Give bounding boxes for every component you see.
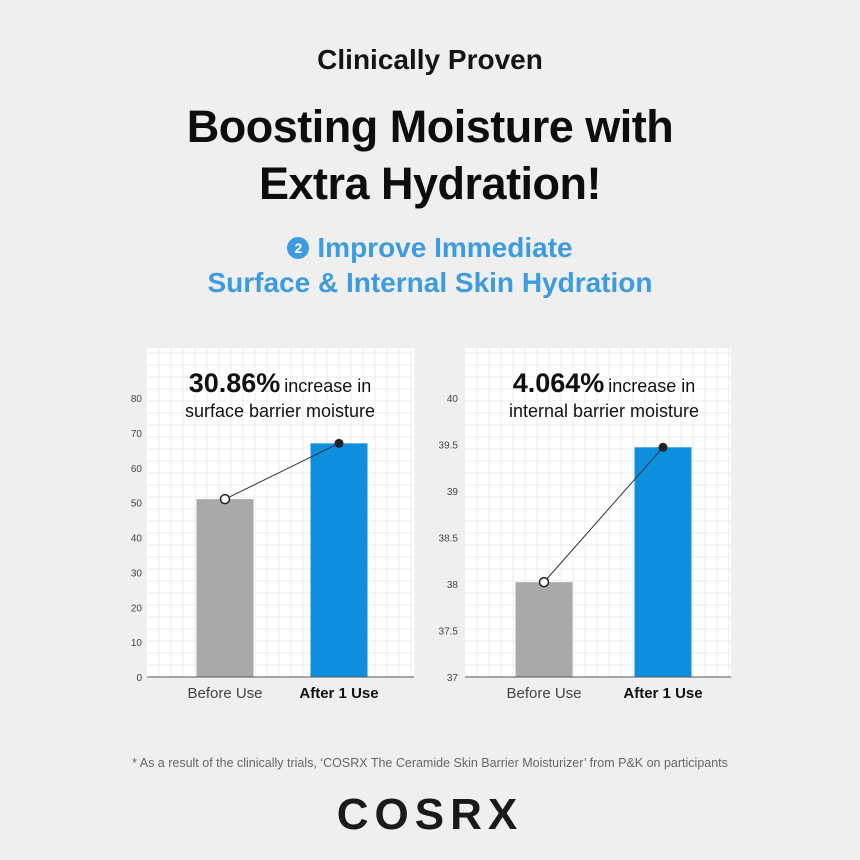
- point-after: [658, 442, 668, 452]
- point-after: [334, 438, 344, 448]
- subhead: 2 Improve Immediate Surface & Internal Sk…: [0, 230, 860, 300]
- y-tick-label: 30: [131, 568, 143, 579]
- y-tick-label: 10: [131, 638, 143, 649]
- y-tick-label: 80: [131, 394, 143, 405]
- y-tick-label: 40: [131, 534, 143, 545]
- chart-panel: [147, 348, 414, 677]
- y-tick-label: 39: [447, 487, 459, 498]
- callout-line-1: 4.064% increase in: [513, 368, 696, 398]
- y-tick-label: 20: [131, 603, 143, 614]
- category-label: After 1 Use: [299, 685, 378, 702]
- subhead-line-2: Surface & Internal Skin Hydration: [207, 267, 653, 298]
- eyebrow-title: Clinically Proven: [317, 44, 543, 75]
- y-tick-label: 50: [131, 499, 143, 510]
- y-tick-label: 37: [447, 673, 459, 684]
- category-label: Before Use: [187, 685, 262, 702]
- y-tick-label: 40: [447, 394, 459, 405]
- headline-line-1: Boosting Moisture with: [186, 101, 674, 152]
- y-tick-label: 0: [136, 673, 142, 684]
- chart-1: 0 10 20 30 40 50 60 70 80 Before Use After 1 Use 30…: [131, 348, 414, 702]
- bar-after: [310, 443, 368, 677]
- callout-value: 4.064%: [513, 368, 605, 398]
- bar-after: [634, 447, 692, 677]
- callout-text: increase in: [608, 376, 695, 396]
- step-number-badge: 2: [287, 237, 310, 259]
- category-label: Before Use: [506, 685, 581, 702]
- callout-value: 30.86%: [189, 368, 281, 398]
- y-tick-label: 38.5: [439, 534, 459, 545]
- point-before: [538, 576, 550, 588]
- callout-text: increase in: [284, 376, 371, 396]
- headline: Boosting Moisture with Extra Hydration!: [0, 98, 860, 212]
- callout-line-2: surface barrier moisture: [185, 401, 375, 421]
- bar-before: [515, 582, 573, 677]
- brand-logo: COSRX: [336, 790, 524, 839]
- subhead-line-1-text: Improve Immediate: [317, 232, 573, 263]
- callout-line-2: internal barrier moisture: [509, 401, 699, 421]
- y-tick-label: 39.5: [439, 441, 459, 452]
- callout-line-1: 30.86% increase in: [189, 368, 372, 398]
- y-tick-label: 38: [447, 580, 459, 591]
- bar-before: [196, 499, 254, 677]
- category-label: After 1 Use: [623, 685, 702, 702]
- point-before: [219, 493, 231, 505]
- y-tick-label: 37.5: [439, 627, 459, 638]
- headline-line-2: Extra Hydration!: [258, 158, 602, 209]
- trend-line: [543, 446, 664, 583]
- footnote: * As a result of the clinically trials, …: [132, 756, 728, 770]
- trend-line: [224, 442, 340, 500]
- subhead-line-1: 2 Improve Immediate: [0, 230, 860, 265]
- chart-2: 37 37.5 38 38.5 39 39.5 40 Before Use After 1 Us…: [439, 348, 731, 702]
- y-tick-label: 60: [131, 464, 143, 475]
- y-tick-label: 70: [131, 429, 143, 440]
